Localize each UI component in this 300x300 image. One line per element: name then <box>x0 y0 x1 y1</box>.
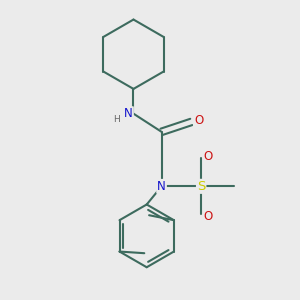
Text: O: O <box>204 209 213 223</box>
Text: N: N <box>157 180 166 193</box>
Text: H: H <box>113 115 120 124</box>
Text: O: O <box>194 114 203 127</box>
Text: S: S <box>197 180 206 193</box>
Text: O: O <box>204 150 213 163</box>
Text: N: N <box>124 107 133 120</box>
